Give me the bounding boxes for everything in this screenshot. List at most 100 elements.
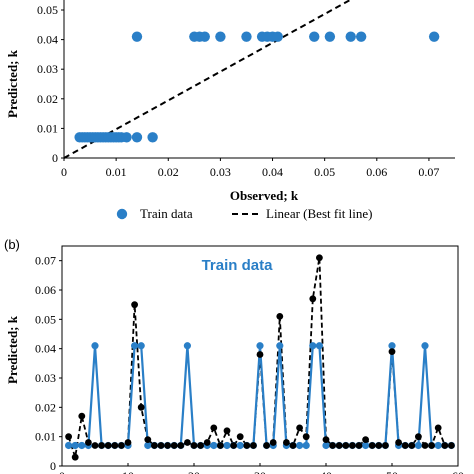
observed-point [236, 433, 244, 441]
observed-point [368, 442, 376, 449]
predicted-point [388, 342, 396, 350]
y-tick-label: 0.05 [37, 3, 58, 17]
observed-point [164, 442, 172, 449]
predicted-point [210, 441, 218, 450]
x-tick-label: 0 [61, 165, 67, 179]
x-tick-label: 10 [122, 469, 134, 474]
observed-point [131, 301, 139, 309]
x-tick-label: 60 [452, 469, 464, 474]
y-axis-title: Predicted; k [5, 49, 20, 118]
data-point [147, 132, 158, 143]
y-tick-label: 0.03 [37, 62, 58, 76]
x-tick-label: 40 [320, 469, 332, 474]
panel-b: 0 0.01 0.02 0.03 0.04 0.05 0.06 0.07 0 10 20 30 40 50… [4, 237, 464, 474]
data-point [345, 31, 356, 42]
x-tick-label: 0.01 [106, 165, 127, 179]
y-tick-label: 0.02 [37, 92, 58, 106]
observed-point [170, 442, 178, 449]
y-tick-label: 0.01 [37, 121, 58, 135]
data-point [241, 31, 252, 42]
predicted-point [144, 441, 152, 450]
predicted-point [309, 342, 317, 350]
predicted-point [131, 342, 139, 350]
observed-point [124, 439, 132, 446]
observed-point [71, 453, 79, 461]
observed-point [98, 442, 105, 449]
legend-label-train: Train data [140, 206, 193, 221]
observed-point [263, 442, 270, 449]
data-point [309, 31, 320, 42]
observed-point [91, 442, 99, 449]
x-tick-label: 50 [386, 469, 398, 474]
y-axis-title: Predicted; k [5, 315, 20, 384]
observed-point [230, 442, 238, 449]
observed-point [388, 348, 396, 355]
predicted-point [236, 441, 244, 450]
observed-point [382, 442, 389, 449]
observed-point [434, 424, 442, 432]
observed-point [276, 313, 284, 320]
predicted-point [322, 441, 330, 450]
x-tick-label: 0.07 [418, 165, 439, 179]
observed-point [289, 442, 297, 449]
predicted-point [223, 441, 231, 450]
predicted-point [296, 441, 304, 450]
predicted-series-line [68, 344, 452, 447]
observed-point [302, 433, 310, 441]
panel-a: 0 0.01 0.02 0.03 0.04 0.05 0 0.01 0.02 0.03 0.04 0.… [5, 0, 455, 203]
observed-point [329, 442, 336, 449]
predicted-point [421, 342, 429, 350]
observed-point [349, 442, 356, 449]
observed-point [217, 442, 224, 449]
observed-point [283, 439, 290, 446]
predicted-point [414, 441, 422, 450]
panel-label: (b) [4, 237, 20, 252]
legend-label-fit: Linear (Best fit line) [266, 206, 373, 221]
data-point [272, 31, 283, 42]
predicted-point [91, 342, 99, 350]
x-tick-label: 0.03 [210, 165, 231, 179]
data-point [131, 132, 143, 143]
observed-point [78, 412, 86, 420]
observed-point [118, 442, 125, 449]
x-tick-label: 0.04 [262, 165, 283, 179]
observed-point [197, 442, 205, 449]
observed-point [401, 442, 409, 449]
observed-point [441, 442, 449, 449]
observed-point [421, 442, 429, 449]
observed-point [104, 442, 112, 449]
x-tick-label: 20 [188, 469, 200, 474]
x-tick-label: 0.05 [314, 165, 335, 179]
observed-point [448, 442, 455, 449]
observed-point [395, 439, 402, 446]
observed-point [296, 424, 303, 432]
chart-title: Train data [202, 257, 274, 274]
y-tick-label: 0 [52, 151, 58, 165]
x-tick-label: 0 [59, 469, 65, 474]
legend-marker-train [116, 208, 128, 220]
predicted-point [256, 342, 264, 350]
legend: Train data Linear (Best fit line) [116, 206, 373, 221]
observed-point [157, 442, 165, 449]
predicted-point [183, 342, 191, 350]
observed-point [223, 427, 231, 435]
observed-point [184, 439, 191, 446]
observed-point [177, 442, 185, 449]
observed-point [243, 442, 251, 449]
observed-point [309, 295, 317, 303]
y-tick-label: 0 [50, 459, 56, 473]
predicted-point [362, 441, 370, 450]
observed-point [250, 442, 257, 449]
predicted-point [302, 441, 310, 450]
observed-point [375, 442, 383, 449]
predicted-point [65, 441, 73, 450]
y-tick-label: 0.04 [35, 342, 56, 356]
observed-point [362, 436, 369, 443]
best-fit-line [63, 0, 352, 159]
y-tick-label: 0.06 [35, 283, 56, 297]
observed-point [408, 442, 416, 449]
predicted-point [276, 342, 284, 350]
observed-point [203, 439, 211, 446]
data-point [215, 31, 226, 42]
